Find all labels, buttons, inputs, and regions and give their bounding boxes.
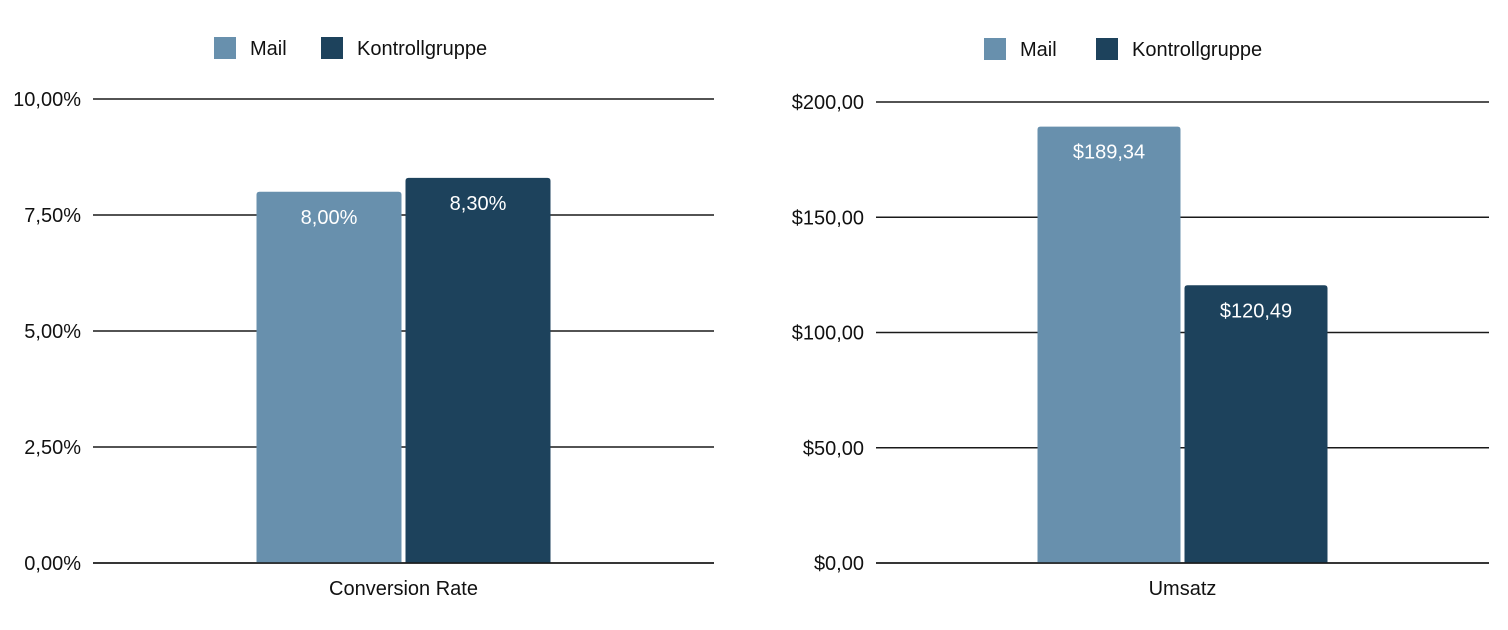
bar-kontrollgruppe bbox=[405, 177, 551, 563]
y-tick-label: 2,50% bbox=[24, 437, 81, 459]
y-tick-label: $100,00 bbox=[792, 323, 864, 345]
conversion-rate-chart: Mail Kontrollgruppe 0,00% 2,50% 5,00% 7,50% 10… bbox=[13, 37, 714, 600]
legend-label-kontrollgruppe: Kontrollgruppe bbox=[357, 38, 487, 60]
y-tick-label: 7,50% bbox=[24, 205, 81, 227]
bar-mail bbox=[1037, 126, 1181, 564]
y-tick-label: $50,00 bbox=[803, 438, 864, 460]
data-label-mail: 8,00% bbox=[301, 207, 358, 229]
y-tick-label: $0,00 bbox=[814, 553, 864, 575]
y-tick-label: 5,00% bbox=[24, 321, 81, 343]
y-tick-label: 10,00% bbox=[13, 89, 81, 111]
legend-swatch-kontrollgruppe bbox=[1096, 38, 1118, 60]
conversion-rate-chart-svg: Mail Kontrollgruppe 0,00% 2,50% 5,00% 7,50% 10… bbox=[13, 37, 714, 600]
legend-label-kontrollgruppe: Kontrollgruppe bbox=[1132, 39, 1262, 61]
bar-mail bbox=[256, 191, 402, 564]
y-tick-label: 0,00% bbox=[24, 553, 81, 575]
legend-swatch-mail bbox=[214, 37, 236, 59]
y-tick-label: $200,00 bbox=[792, 92, 864, 114]
data-label-mail: $189,34 bbox=[1073, 142, 1145, 164]
legend-swatch-mail bbox=[984, 38, 1006, 60]
y-tick-label: $150,00 bbox=[792, 207, 864, 229]
data-label-kontrollgruppe: $120,49 bbox=[1220, 300, 1292, 322]
umsatz-chart: Mail Kontrollgruppe $0,00 $50,00 $100,00 $150… bbox=[754, 0, 1508, 630]
legend-swatch-kontrollgruppe bbox=[321, 37, 343, 59]
category-label: Umsatz bbox=[1149, 578, 1217, 600]
bar-kontrollgruppe bbox=[1184, 285, 1328, 563]
data-label-kontrollgruppe: 8,30% bbox=[450, 193, 507, 215]
legend-label-mail: Mail bbox=[1020, 39, 1057, 61]
legend-label-mail: Mail bbox=[250, 38, 287, 60]
umsatz-chart-svg: Mail Kontrollgruppe $0,00 $50,00 $100,00 $150… bbox=[792, 38, 1489, 600]
category-label: Conversion Rate bbox=[329, 578, 478, 600]
